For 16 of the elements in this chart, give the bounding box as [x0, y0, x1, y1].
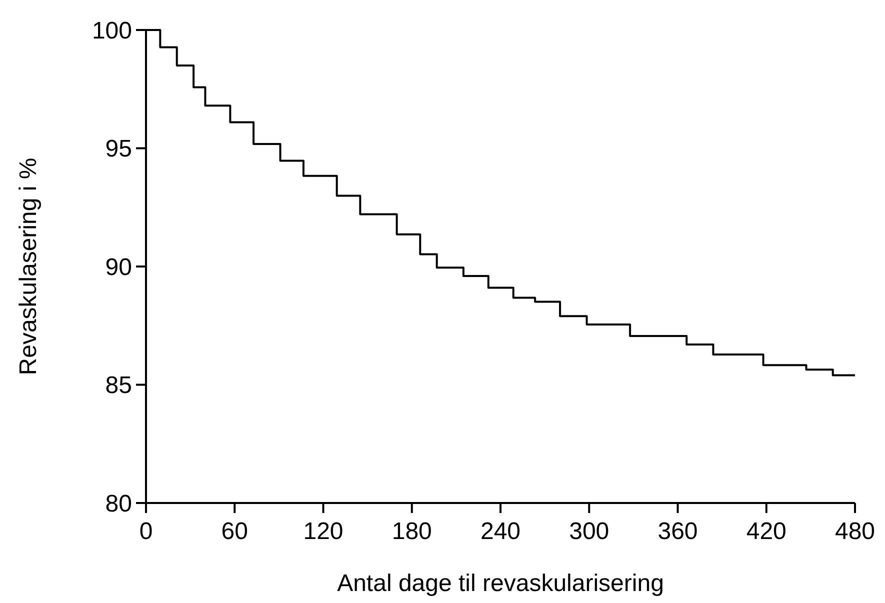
- x-tick-label: 420: [746, 518, 786, 545]
- x-tick-label: 240: [480, 518, 521, 545]
- x-tick-label: 480: [834, 518, 876, 545]
- y-tick-label: 90: [105, 254, 132, 281]
- x-tick-label: 180: [392, 518, 432, 545]
- x-tick-label: 60: [221, 518, 248, 545]
- x-tick-label: 300: [569, 518, 610, 545]
- x-tick-label: 0: [139, 518, 153, 545]
- y-tick-label: 85: [105, 372, 132, 400]
- x-tick-label: 120: [303, 518, 344, 545]
- y-tick-label: 100: [92, 17, 132, 44]
- x-axis-title: Antal dage til revaskularisering: [337, 570, 664, 597]
- y-tick-label: 95: [105, 136, 132, 163]
- x-tick-label: 360: [658, 518, 698, 545]
- y-tick-label: 80: [105, 490, 132, 518]
- y-axis-title: Revaskulasering i %: [15, 158, 42, 376]
